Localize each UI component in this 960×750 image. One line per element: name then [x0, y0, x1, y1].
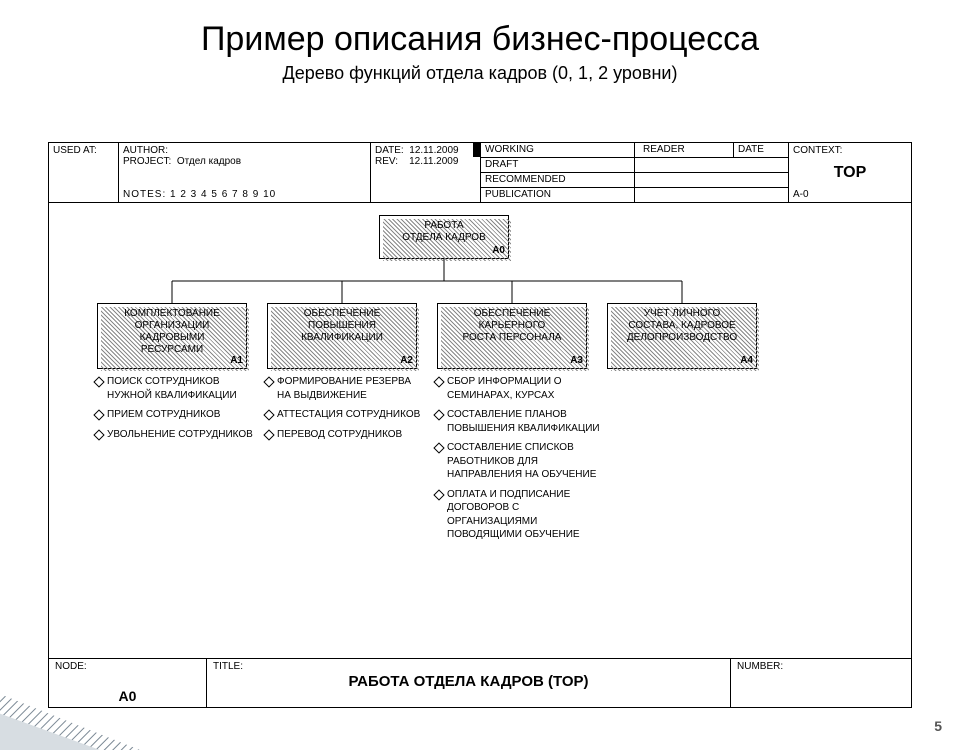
- node-code: A1: [230, 355, 243, 367]
- hdr-project-value: Отдел кадров: [177, 156, 241, 167]
- ftr-number-label: NUMBER:: [737, 661, 905, 672]
- node-label: РАБОТА ОТДЕЛА КАДРОВ: [382, 220, 506, 244]
- hdr-date-value: 12.11.2009: [409, 145, 458, 156]
- idef-footer: NODE: A0 TITLE: РАБОТА ОТДЕЛА КАДРОВ (TO…: [49, 658, 911, 708]
- node-bullets: ФОРМИРОВАНИЕ РЕЗЕРВА НА ВЫДВИЖЕНИЕ АТТЕСТ…: [265, 375, 425, 447]
- tree-root-node: РАБОТА ОТДЕЛА КАДРОВA0: [379, 215, 509, 259]
- idef-header: USED AT: AUTHOR: PROJECT: Отдел кадров N…: [49, 143, 911, 203]
- hdr-used-at: USED AT:: [49, 143, 119, 202]
- node-code: A3: [570, 355, 583, 367]
- reader-row-empty: [635, 173, 788, 188]
- hdr-status: WORKING DRAFT RECOMMENDED PUBLICATION: [481, 143, 635, 202]
- tree-child-node: ОБЕСПЕЧЕНИЕ ПОВЫШЕНИЯ КВАЛИФИКАЦИИ A2: [267, 303, 417, 369]
- hdr-reader-label: READER: [639, 143, 734, 157]
- bullet-item: АТТЕСТАЦИЯ СОТРУДНИКОВ: [265, 408, 425, 422]
- hdr-meta: AUTHOR: PROJECT: Отдел кадров NOTES: 1 2…: [119, 143, 371, 202]
- ftr-node: NODE: A0: [49, 659, 207, 708]
- ftr-node-label: NODE:: [55, 661, 200, 672]
- hdr-reader: READERDATE: [635, 143, 789, 202]
- bullet-item: ФОРМИРОВАНИЕ РЕЗЕРВА НА ВЫДВИЖЕНИЕ: [265, 375, 425, 402]
- node-code: A4: [740, 355, 753, 367]
- node-label: УЧЕТ ЛИЧНОГО СОСТАВА, КАДРОВОЕ ДЕЛОПРОИЗ…: [610, 308, 754, 344]
- ftr-title: TITLE: РАБОТА ОТДЕЛА КАДРОВ (TOP): [207, 659, 731, 708]
- hdr-context-code: A-0: [793, 189, 809, 200]
- ftr-title-value: РАБОТА ОТДЕЛА КАДРОВ (TOP): [213, 673, 724, 690]
- page-number: 5: [934, 718, 942, 734]
- bullet-item: УВОЛЬНЕНИЕ СОТРУДНИКОВ: [95, 428, 255, 442]
- node-label: ОБЕСПЕЧЕНИЕ ПОВЫШЕНИЯ КВАЛИФИКАЦИИ: [270, 308, 414, 344]
- hdr-context: CONTEXT: TOP A-0: [789, 143, 911, 202]
- status-working: WORKING: [481, 143, 634, 158]
- slide-title: Пример описания бизнес-процесса: [0, 20, 960, 59]
- hdr-notes: NOTES: 1 2 3 4 5 6 7 8 9 10: [123, 189, 276, 200]
- status-publication: PUBLICATION: [481, 188, 634, 202]
- hdr-author-label: AUTHOR:: [123, 145, 168, 156]
- bullet-item: ПРИЕМ СОТРУДНИКОВ: [95, 408, 255, 422]
- node-bullets: ПОИСК СОТРУДНИКОВ НУЖНОЙ КВАЛИФИКАЦИИ ПРИ…: [95, 375, 255, 447]
- hdr-reader-date-label: DATE: [734, 143, 784, 157]
- bullet-item: СОСТАВЛЕНИЕ ПЛАНОВ ПОВЫШЕНИЯ КВАЛИФИКАЦИ…: [435, 408, 605, 435]
- idef0-frame: USED AT: AUTHOR: PROJECT: Отдел кадров N…: [48, 142, 912, 708]
- reader-row-empty: [635, 188, 788, 202]
- hdr-rev-label: REV:: [375, 156, 398, 167]
- hdr-project-label: PROJECT:: [123, 156, 171, 167]
- bullet-item: СОСТАВЛЕНИЕ СПИСКОВ РАБОТНИКОВ ДЛЯ НАПРА…: [435, 441, 605, 482]
- node-bullets: СБОР ИНФОРМАЦИИ О СЕМИНАРАХ, КУРСАХ СОСТА…: [435, 375, 605, 548]
- node-code: A2: [400, 355, 413, 367]
- tree-child-node: КОМПЛЕКТОВАНИЕ ОРГАНИЗАЦИИ КАДРОВЫМИ РЕС…: [97, 303, 247, 369]
- bullet-item: ПЕРЕВОД СОТРУДНИКОВ: [265, 428, 425, 442]
- reader-row-empty: [635, 158, 788, 173]
- bullet-item: ОПЛАТА И ПОДПИСАНИЕ ДОГОВОРОВ С ОРГАНИЗА…: [435, 488, 605, 542]
- node-code: A0: [492, 245, 505, 257]
- slide-subtitle: Дерево функций отдела кадров (0, 1, 2 ур…: [0, 63, 960, 84]
- node-label: ОБЕСПЕЧЕНИЕ КАРЬЕРНОГО РОСТА ПЕРСОНАЛА: [440, 308, 584, 344]
- diagram-canvas: РАБОТА ОТДЕЛА КАДРОВA0 КОМПЛЕКТОВАНИЕ ОРГ…: [49, 203, 911, 658]
- hdr-context-value: TOP: [793, 164, 907, 182]
- ftr-number: NUMBER:: [731, 659, 911, 708]
- node-label: КОМПЛЕКТОВАНИЕ ОРГАНИЗАЦИИ КАДРОВЫМИ РЕС…: [100, 308, 244, 356]
- hdr-date-label: DATE:: [375, 145, 404, 156]
- hdr-dates: DATE: 12.11.2009 REV: 12.11.2009: [371, 143, 481, 202]
- ftr-title-label: TITLE:: [213, 661, 243, 672]
- status-draft: DRAFT: [481, 158, 634, 173]
- status-recommended: RECOMMENDED: [481, 173, 634, 188]
- bullet-item: ПОИСК СОТРУДНИКОВ НУЖНОЙ КВАЛИФИКАЦИИ: [95, 375, 255, 402]
- hdr-black-marker: [473, 142, 481, 157]
- ftr-node-value: A0: [119, 688, 137, 704]
- tree-child-node: ОБЕСПЕЧЕНИЕ КАРЬЕРНОГО РОСТА ПЕРСОНАЛА A3: [437, 303, 587, 369]
- hdr-context-label: CONTEXT:: [793, 145, 907, 156]
- hdr-rev-value: 12.11.2009: [409, 156, 458, 167]
- tree-child-node: УЧЕТ ЛИЧНОГО СОСТАВА, КАДРОВОЕ ДЕЛОПРОИЗ…: [607, 303, 757, 369]
- bullet-item: СБОР ИНФОРМАЦИИ О СЕМИНАРАХ, КУРСАХ: [435, 375, 605, 402]
